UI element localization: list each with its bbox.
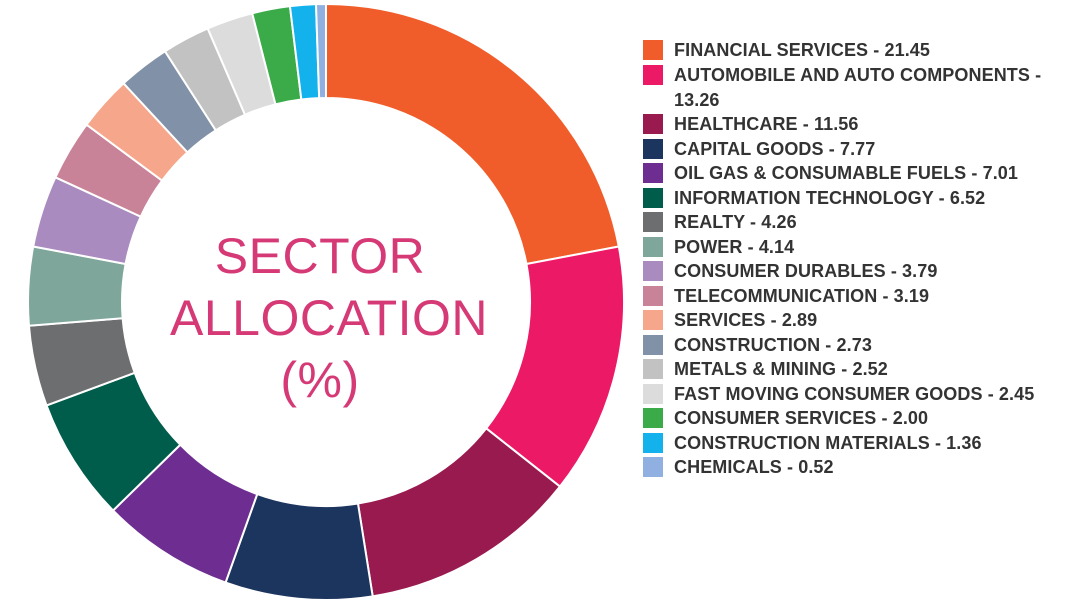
legend-item: CAPITAL GOODS - 7.77 (643, 137, 1088, 162)
slice-financial-services (325, 2, 620, 266)
legend-item: INFORMATION TECHNOLOGY - 6.52 (643, 186, 1088, 211)
legend-value: 7.77 (839, 138, 876, 159)
legend-item: FINANCIAL SERVICES - 21.45 (643, 38, 1088, 63)
legend-item: FAST MOVING CONSUMER GOODS - 2.45 (643, 382, 1088, 407)
legend-item: CONSTRUCTION MATERIALS - 1.36 (643, 431, 1088, 456)
legend-swatch (643, 457, 663, 477)
legend-value: 2.89 (781, 310, 818, 330)
legend-value: 3.79 (902, 261, 938, 281)
legend-item: CONSUMER DURABLES - 3.79 (643, 259, 1088, 284)
center-title-line-1: SECTOR (214, 228, 426, 284)
legend-item: AUTOMOBILE AND AUTO COMPONENTS - 13.26 (643, 63, 1088, 113)
legend-item: HEALTHCARE - 11.56 (643, 112, 1088, 137)
legend-label: REALTY (674, 212, 745, 232)
legend-value: 2.00 (892, 408, 929, 428)
legend-label: POWER (674, 236, 743, 257)
legend-label: FAST MOVING CONSUMER GOODS (674, 383, 983, 404)
legend-label: HEALTHCARE (674, 114, 798, 134)
legend-swatch (643, 40, 663, 60)
legend-value: 7.01 (982, 163, 1019, 183)
legend-swatch (643, 359, 663, 379)
legend-swatch (643, 64, 663, 85)
legend-label: OIL GAS & CONSUMABLE FUELS (674, 163, 967, 183)
legend-item: OIL GAS & CONSUMABLE FUELS - 7.01 (643, 161, 1088, 186)
legend-label: TELECOMMUNICATION (674, 285, 878, 306)
legend-value: 2.73 (836, 334, 872, 355)
legend-label: CHEMICALS (674, 457, 782, 477)
legend-item: SERVICES - 2.89 (643, 308, 1088, 333)
legend-label: METALS & MINING (674, 359, 837, 379)
legend-value: 21.45 (884, 40, 931, 60)
legend-swatch (643, 261, 663, 281)
legend-item: METALS & MINING - 2.52 (643, 357, 1088, 382)
legend-item: CONSUMER SERVICES - 2.00 (643, 406, 1088, 431)
legend-swatch (643, 334, 663, 355)
legend-value: 6.52 (949, 187, 986, 208)
legend-label: CONSTRUCTION (674, 334, 821, 355)
legend-value: 4.14 (758, 236, 795, 257)
legend-label: SERVICES (674, 310, 766, 330)
legend-value: 1.36 (946, 432, 982, 453)
legend-swatch (643, 114, 663, 134)
legend-item: CHEMICALS - 0.52 (643, 455, 1088, 480)
legend-item: TELECOMMUNICATION - 3.19 (643, 284, 1088, 309)
legend-item: CONSTRUCTION - 2.73 (643, 333, 1088, 358)
legend-value: 11.56 (813, 114, 859, 134)
legend-swatch (643, 383, 663, 404)
center-title-line-2: ALLOCATION (170, 290, 489, 346)
legend-value: 3.19 (893, 285, 930, 306)
center-title: SECTOR ALLOCATION (%) (170, 225, 489, 411)
legend-value: 2.52 (852, 359, 888, 379)
legend-label: CONSUMER DURABLES (674, 261, 886, 281)
legend-value: 0.52 (798, 457, 834, 477)
legend-value: 13.26 (674, 89, 720, 110)
legend-item: REALTY - 4.26 (643, 210, 1088, 235)
legend-label: FINANCIAL SERVICES (674, 40, 869, 60)
legend-swatch (643, 432, 663, 453)
legend-swatch (643, 187, 663, 208)
legend: FINANCIAL SERVICES - 21.45 AUTOMOBILE AND… (643, 38, 1088, 480)
donut-chart (27, 2, 625, 601)
legend-swatch (643, 163, 663, 183)
legend-swatch (643, 285, 663, 306)
legend-label: CONSTRUCTION MATERIALS (674, 432, 930, 453)
donut-chart-area: SECTOR ALLOCATION (%) (27, 2, 625, 601)
legend-swatch (643, 138, 663, 159)
legend-label: INFORMATION TECHNOLOGY (674, 187, 934, 208)
legend-swatch (643, 236, 663, 257)
legend-swatch (643, 212, 663, 232)
legend-value: 4.26 (761, 212, 797, 232)
legend-value: 2.45 (998, 383, 1035, 404)
legend-item: POWER - 4.14 (643, 235, 1088, 260)
legend-label: AUTOMOBILE AND AUTO COMPONENTS (674, 64, 1031, 85)
legend-swatch (643, 310, 663, 330)
legend-label: CONSUMER SERVICES (674, 408, 877, 428)
slice-chemicals (314, 2, 327, 100)
center-title-line-3: (%) (280, 352, 360, 408)
legend-label: CAPITAL GOODS (674, 138, 824, 159)
legend-swatch (643, 408, 663, 428)
